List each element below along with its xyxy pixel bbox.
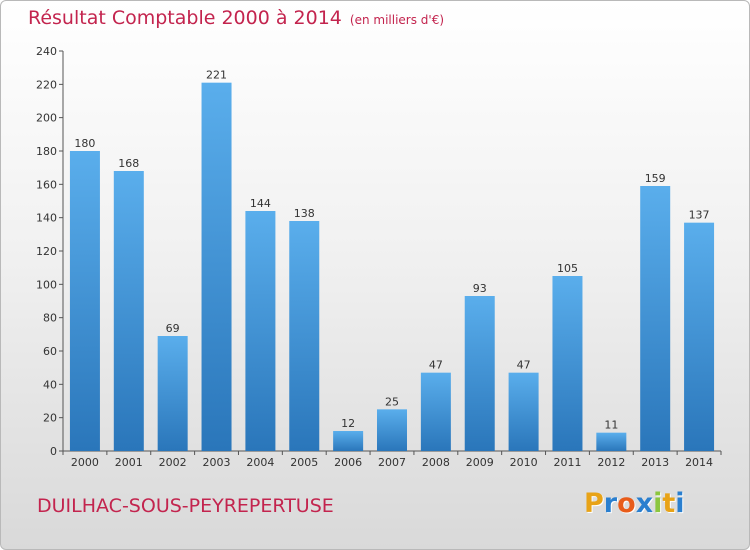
logo-letter: i: [675, 488, 685, 519]
chart-unit: (en milliers d'€): [349, 13, 445, 27]
bar-2011: [552, 276, 583, 451]
data-label-2009: 93: [473, 282, 487, 295]
data-label-2008: 47: [429, 359, 443, 372]
data-label-2010: 47: [517, 359, 531, 372]
data-label-2005: 138: [294, 207, 315, 220]
bar-2013: [640, 186, 671, 451]
logo-letter: o: [617, 488, 636, 519]
y-tick-label: 100: [36, 278, 57, 291]
chart-title: Résultat Comptable 2000 à 2014 (en millie…: [28, 7, 444, 29]
data-label-2003: 221: [206, 69, 227, 82]
x-tick-label-2007: 2007: [378, 456, 406, 469]
bar-2006: [333, 431, 364, 451]
bar-2005: [289, 221, 320, 451]
logo-letter: i: [653, 488, 663, 519]
y-tick-label: 220: [36, 78, 57, 91]
bar-2007: [377, 409, 407, 451]
x-tick-label-2005: 2005: [290, 456, 318, 469]
data-label-2007: 25: [385, 395, 399, 408]
data-label-2006: 12: [341, 417, 355, 430]
bar-2014: [684, 222, 715, 451]
y-tick-label: 180: [36, 145, 57, 158]
x-tick-label-2003: 2003: [203, 456, 231, 469]
y-tick-label: 20: [43, 412, 57, 425]
y-tick-label: 60: [43, 345, 57, 358]
x-tick-label-2011: 2011: [553, 456, 581, 469]
logo-letter: x: [635, 488, 654, 519]
place-name: DUILHAC-SOUS-PEYREPERTUSE: [37, 495, 334, 517]
data-label-2001: 168: [118, 157, 139, 170]
y-tick-label: 140: [36, 212, 57, 225]
x-tick-label-2009: 2009: [466, 456, 494, 469]
bars: [69, 82, 715, 452]
x-tick-label-2002: 2002: [159, 456, 187, 469]
y-tick-label: 40: [43, 378, 57, 391]
x-tick-label-2013: 2013: [641, 456, 669, 469]
y-tick-label: 120: [36, 245, 57, 258]
bar-2004: [245, 211, 276, 451]
bar-2012: [596, 432, 627, 451]
y-tick-label: 240: [36, 45, 57, 58]
data-label-2014: 137: [689, 209, 710, 222]
y-tick-label: 160: [36, 178, 57, 191]
x-tick-label-2014: 2014: [685, 456, 713, 469]
bar-2002: [157, 336, 188, 451]
data-label-2004: 144: [250, 197, 271, 210]
bar-2009: [464, 296, 495, 451]
x-tick-label-2001: 2001: [115, 456, 143, 469]
y-tick-label: 80: [43, 312, 57, 325]
y-tick-label: 0: [50, 445, 57, 458]
x-tick-label-2008: 2008: [422, 456, 450, 469]
data-label-2002: 69: [166, 322, 180, 335]
x-tick-label-2010: 2010: [510, 456, 538, 469]
data-label-2012: 11: [604, 419, 618, 432]
x-tick-label-2004: 2004: [246, 456, 274, 469]
logo-letter: t: [662, 488, 676, 519]
bar-2010: [508, 372, 539, 451]
x-tick-label-2006: 2006: [334, 456, 362, 469]
x-tick-label-2000: 2000: [71, 456, 99, 469]
proxiti-logo[interactable]: Proxiti: [584, 488, 685, 519]
data-label-2000: 180: [74, 137, 95, 150]
bar-2000: [69, 151, 100, 451]
bar-2003: [201, 82, 232, 452]
chart-title-text: Résultat Comptable 2000 à 2014: [28, 7, 342, 29]
logo-letter: r: [603, 488, 618, 519]
y-tick-label: 200: [36, 112, 57, 125]
logo-letter: P: [584, 488, 604, 519]
bar-2008: [420, 372, 451, 451]
data-label-2013: 159: [645, 172, 666, 185]
data-labels: 180 168 69 221 144 138 12 25 47 93 47 105 11 159 137: [74, 69, 709, 432]
bar-2001: [113, 171, 144, 451]
x-tick-label-2012: 2012: [597, 456, 625, 469]
x-axis: 2000 2001 2002 2003 2004 2005 2006 2007 2008 2009…: [62, 451, 722, 469]
data-label-2011: 105: [557, 262, 578, 275]
